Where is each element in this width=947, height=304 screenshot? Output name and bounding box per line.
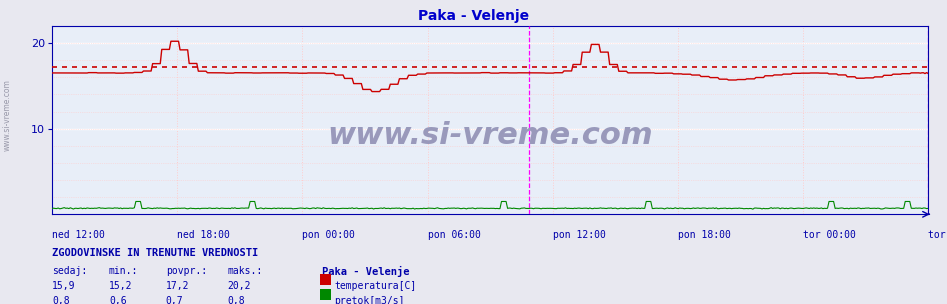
- Text: 17,2: 17,2: [166, 281, 189, 291]
- Text: 20,2: 20,2: [227, 281, 251, 291]
- Text: temperatura[C]: temperatura[C]: [334, 281, 417, 291]
- Text: 0,7: 0,7: [166, 296, 184, 304]
- Text: 0,6: 0,6: [109, 296, 127, 304]
- Text: ZGODOVINSKE IN TRENUTNE VREDNOSTI: ZGODOVINSKE IN TRENUTNE VREDNOSTI: [52, 248, 259, 258]
- Text: 15,9: 15,9: [52, 281, 76, 291]
- Text: Paka - Velenje: Paka - Velenje: [322, 266, 409, 277]
- Text: www.si-vreme.com: www.si-vreme.com: [328, 121, 652, 150]
- Text: ned 12:00: ned 12:00: [52, 230, 105, 240]
- Text: www.si-vreme.com: www.si-vreme.com: [3, 80, 12, 151]
- Text: povpr.:: povpr.:: [166, 266, 206, 276]
- Text: min.:: min.:: [109, 266, 138, 276]
- Text: pon 18:00: pon 18:00: [678, 230, 731, 240]
- Text: 0,8: 0,8: [227, 296, 245, 304]
- Text: 15,2: 15,2: [109, 281, 133, 291]
- Text: pon 06:00: pon 06:00: [427, 230, 480, 240]
- Text: pretok[m3/s]: pretok[m3/s]: [334, 296, 404, 304]
- Text: tor 06:00: tor 06:00: [928, 230, 947, 240]
- Text: ned 18:00: ned 18:00: [177, 230, 230, 240]
- Text: sedaj:: sedaj:: [52, 266, 87, 276]
- Text: maks.:: maks.:: [227, 266, 262, 276]
- Text: 0,8: 0,8: [52, 296, 70, 304]
- Text: Paka - Velenje: Paka - Velenje: [418, 9, 529, 23]
- Text: pon 12:00: pon 12:00: [553, 230, 605, 240]
- Text: tor 00:00: tor 00:00: [803, 230, 856, 240]
- Text: pon 00:00: pon 00:00: [302, 230, 355, 240]
